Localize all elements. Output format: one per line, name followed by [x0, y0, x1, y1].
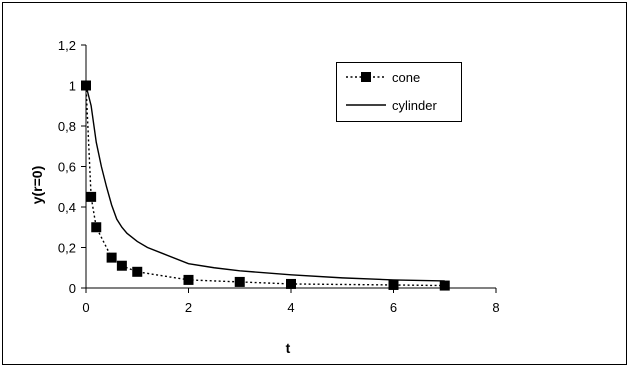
x-tick-label: 6 — [390, 300, 397, 315]
data-point-cone — [234, 276, 245, 287]
data-point-cone — [388, 279, 399, 290]
legend-cylinder-label: cylinder — [392, 98, 437, 113]
y-axis-label: y(r=0) — [29, 166, 45, 205]
chart-frame — [2, 2, 627, 365]
series-line-cone — [85, 85, 445, 287]
data-point-cone — [183, 274, 194, 285]
data-point-cone — [106, 252, 117, 263]
x-tick-label: 0 — [82, 300, 89, 315]
data-point-cone — [116, 260, 127, 271]
y-tick-label: 0,2 — [58, 241, 76, 256]
series-line-cylinder — [85, 85, 445, 282]
legend-cone-marker — [361, 72, 371, 82]
x-axis-label: t — [286, 340, 291, 356]
x-tick-label: 2 — [185, 300, 192, 315]
y-tick-label: 0 — [69, 281, 76, 296]
y-tick-label: 1 — [69, 79, 76, 94]
legend-cone-label: cone — [392, 70, 420, 85]
x-tick-label: 4 — [287, 300, 294, 315]
data-point-cone — [81, 80, 91, 91]
legend-box — [336, 62, 462, 122]
data-point-cone — [91, 222, 102, 233]
data-point-cone — [132, 266, 143, 277]
legend: cone cylinder — [336, 62, 462, 122]
y-axis: 0 0,2 0,4 0,6 0,8 1 1,2 — [58, 38, 87, 296]
y-tick-label: 0,8 — [58, 119, 76, 134]
y-tick-label: 1,2 — [58, 38, 76, 53]
data-point-cone — [86, 191, 97, 202]
y-tick-label: 0,4 — [58, 200, 76, 215]
y-tick-label: 0,6 — [58, 160, 76, 175]
data-point-cone — [286, 278, 296, 289]
data-point-cone — [439, 280, 450, 291]
series-layer — [81, 80, 450, 291]
x-tick-label: 8 — [492, 300, 499, 315]
